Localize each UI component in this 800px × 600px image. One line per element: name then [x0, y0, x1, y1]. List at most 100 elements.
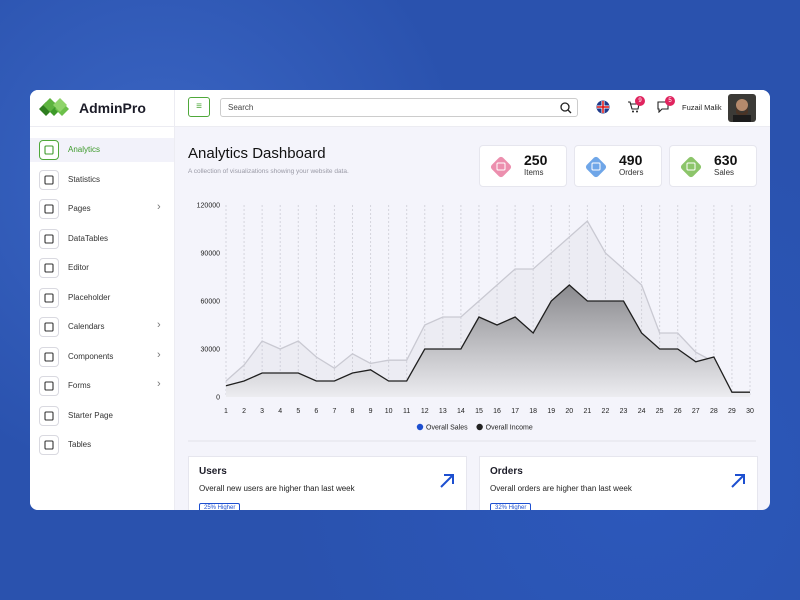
x-tick-label: 10 — [385, 408, 393, 415]
menu-label: DataTables — [68, 233, 109, 243]
x-tick-label: 6 — [314, 408, 318, 415]
stat-icon — [583, 154, 609, 185]
x-tick-label: 3 — [260, 408, 264, 415]
menu-item[interactable]: Components › — [30, 345, 174, 369]
card-text: Overall new users are higher than last w… — [199, 484, 355, 493]
x-tick-label: 14 — [457, 408, 465, 415]
stat-value: 250 — [524, 152, 548, 168]
search-placeholder: Search — [228, 103, 254, 112]
y-tick-label: 60000 — [201, 299, 221, 306]
menu-item[interactable]: Tables — [30, 433, 174, 457]
menu-label: Placeholder — [68, 292, 111, 302]
menu-icon — [39, 228, 59, 249]
stat-value: 630 — [714, 152, 738, 168]
stat-card: 490 Orders — [574, 145, 662, 187]
x-tick-label: 15 — [475, 408, 483, 415]
x-tick-label: 19 — [547, 408, 555, 415]
x-tick-label: 17 — [511, 408, 519, 415]
search-icon[interactable] — [560, 102, 572, 114]
menu-label: Starter Page — [68, 410, 113, 420]
menu-label: Calendars — [68, 322, 105, 331]
legend-marker — [476, 423, 483, 431]
x-tick-label: 18 — [529, 408, 537, 415]
submenu-chevron: › — [157, 319, 161, 331]
submenu-chevron: › — [157, 378, 161, 390]
stat-label: Orders — [619, 168, 644, 177]
y-tick-label: 0 — [216, 395, 220, 402]
stat-label: Items — [524, 168, 544, 177]
card-title: Orders — [490, 466, 523, 477]
x-tick-label: 2 — [242, 408, 246, 415]
info-card: Orders Overall orders are higher than las… — [479, 456, 758, 510]
header: ≡ Search 9 5 Fuzail Malik — [175, 90, 770, 127]
menu-label: Components — [68, 351, 114, 361]
cart-badge: 9 — [635, 96, 645, 106]
card-text: Overall orders are higher than last week — [490, 484, 632, 493]
x-tick-label: 13 — [439, 408, 447, 415]
legend-label: Overall Sales — [426, 425, 468, 432]
messages-badge: 5 — [665, 96, 675, 106]
x-tick-label: 28 — [710, 408, 718, 415]
submenu-chevron: › — [157, 348, 161, 361]
area — [226, 285, 750, 397]
x-tick-label: 22 — [602, 408, 610, 415]
stat-card: 630 Sales — [669, 145, 757, 187]
stat-value: 490 — [619, 152, 643, 168]
x-tick-label: 27 — [692, 408, 700, 415]
y-tick-label: 30000 — [201, 347, 221, 354]
x-tick-label: 21 — [583, 408, 591, 415]
brand: AdminPro — [79, 100, 146, 116]
menu-label: Editor — [68, 263, 89, 272]
line — [225, 219, 750, 393]
sidebar: AdminPro Analytics Statistics Pages › DataTa… — [30, 90, 175, 510]
search-box[interactable]: Search — [220, 98, 578, 117]
menu-icon — [39, 376, 59, 396]
info-card: Users Overall new users are higher than l… — [188, 456, 467, 510]
logo-icon — [39, 98, 69, 116]
stat-card: 250 Items — [479, 145, 567, 187]
stat-icon — [488, 154, 514, 185]
menu-item[interactable]: Forms › — [30, 374, 174, 398]
x-tick-label: 12 — [421, 408, 429, 415]
menu-icon — [39, 169, 59, 190]
language-flag[interactable] — [596, 100, 610, 114]
menu-label: Pages — [68, 204, 91, 213]
x-tick-label: 8 — [351, 408, 355, 415]
menu-icon — [39, 140, 59, 160]
app-window: AdminPro Analytics Statistics Pages › DataTa… — [30, 90, 770, 510]
card-arrow[interactable] — [730, 473, 746, 494]
menu-label: Analytics — [68, 145, 101, 154]
x-tick-label: 20 — [565, 408, 573, 415]
x-tick-label: 26 — [674, 408, 682, 415]
menu-item[interactable]: Placeholder — [30, 286, 174, 310]
x-tick-label: 30 — [746, 408, 754, 415]
menu-item[interactable]: Starter Page — [30, 404, 174, 428]
menu-item[interactable]: Editor — [30, 256, 174, 280]
submenu-chevron: › — [157, 201, 161, 213]
user-name[interactable]: Fuzail Malik — [682, 103, 722, 112]
x-tick-label: 24 — [638, 408, 646, 415]
menu-item[interactable]: Pages › — [30, 197, 174, 221]
menu-label: Forms — [68, 381, 91, 390]
menu-icon — [39, 258, 59, 278]
card-badge: 25% Higher — [199, 503, 241, 510]
avatar[interactable] — [728, 94, 756, 122]
menu-item[interactable]: Statistics — [30, 168, 174, 192]
menu-item[interactable]: DataTables — [30, 227, 174, 251]
logo-bar: AdminPro — [30, 90, 174, 127]
x-tick-label: 16 — [493, 408, 501, 415]
menu-toggle[interactable]: ≡ — [188, 97, 210, 117]
x-tick-label: 25 — [656, 408, 664, 415]
card-arrow[interactable] — [439, 473, 455, 494]
menu-label: Statistics — [68, 174, 101, 184]
menu-item[interactable]: Analytics — [30, 138, 174, 162]
menu-item[interactable]: Calendars › — [30, 315, 174, 339]
x-tick-label: 11 — [403, 408, 410, 415]
menu-icon — [39, 435, 59, 455]
legend-marker — [416, 423, 424, 431]
card-title: Users — [199, 466, 227, 477]
page-subtitle: A collection of visualizations showing y… — [188, 168, 349, 175]
x-tick-label: 4 — [278, 408, 282, 415]
